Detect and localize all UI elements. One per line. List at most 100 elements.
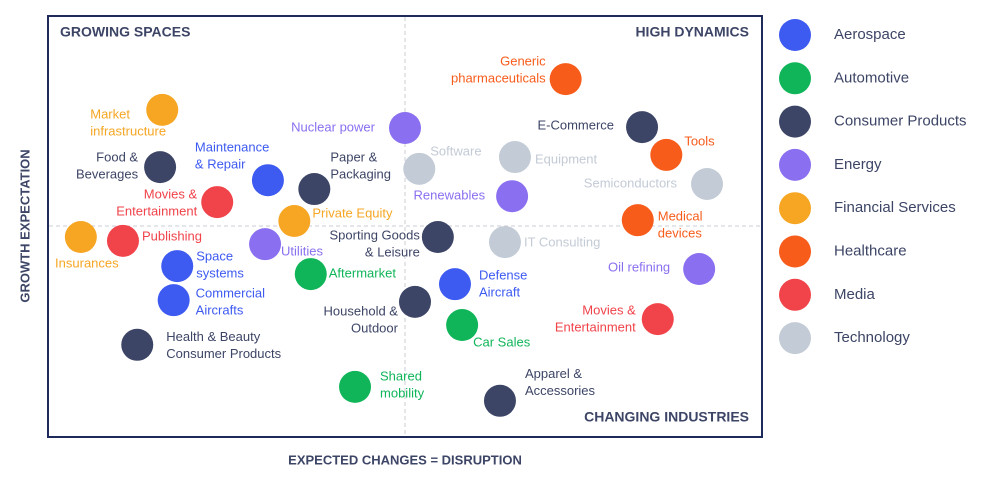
data-point: [121, 328, 154, 361]
quadrant-label: HIGH DYNAMICS: [635, 24, 749, 40]
point-label: Private Equity: [312, 205, 393, 220]
point-label: Movies &: [582, 303, 636, 318]
data-point: [106, 224, 139, 257]
point-label: Equipment: [535, 151, 598, 166]
legend-label: Media: [834, 286, 876, 303]
data-point: [157, 284, 190, 317]
point-label: Publishing: [142, 228, 202, 243]
data-point: [389, 111, 421, 144]
point-label: Outdoor: [351, 320, 399, 335]
legend-label: Automotive: [834, 69, 909, 86]
point-label: Utilities: [281, 244, 323, 259]
legend-label: Aerospace: [834, 26, 906, 43]
legend-swatch: [779, 148, 811, 181]
point-label: Apparel &: [525, 366, 582, 381]
point-label: Semiconductors: [584, 175, 678, 190]
legend-swatch: [779, 19, 811, 51]
legend-label: Healthcare: [834, 242, 907, 259]
data-point: [498, 141, 531, 174]
data-point: [64, 221, 97, 254]
quadrant-label: GROWING SPACES: [60, 24, 190, 40]
data-point: [549, 63, 582, 96]
data-point: [339, 370, 372, 403]
legend-label: Financial Services: [834, 199, 956, 216]
legend-swatch: [779, 192, 811, 225]
point-label: Consumer Products: [166, 346, 281, 361]
point-label: Space: [196, 249, 233, 264]
data-point: [161, 250, 194, 283]
point-label: Entertainment: [116, 204, 197, 219]
point-label: Car Sales: [473, 334, 531, 349]
point-label: Market: [90, 106, 130, 121]
quadrant-label: CHANGING INDUSTRIES: [584, 409, 749, 425]
point-label: Paper &: [330, 149, 377, 164]
data-point: [691, 167, 724, 200]
point-label: Beverages: [76, 167, 139, 182]
point-label: infrastructure: [90, 123, 166, 138]
point-label: Aircrafts: [196, 303, 244, 318]
data-point: [249, 228, 282, 261]
point-label: Movies &: [144, 187, 198, 202]
y-axis-title: GROWTH EXPECTATION: [17, 149, 32, 302]
point-label: Sporting Goods: [330, 227, 421, 242]
data-point: [683, 253, 716, 286]
legend-swatch: [779, 322, 811, 355]
point-label: Aircraft: [479, 285, 521, 300]
point-label: mobility: [380, 385, 425, 400]
data-point: [294, 258, 327, 291]
point-label: Software: [430, 143, 481, 158]
data-point: [298, 173, 331, 206]
data-point: [496, 180, 529, 213]
point-label: systems: [196, 266, 244, 281]
legend-label: Technology: [834, 329, 910, 346]
point-label: & Leisure: [365, 244, 420, 259]
point-label: Shared: [380, 368, 422, 383]
data-point: [446, 309, 479, 342]
legend-swatch: [779, 278, 811, 311]
point-label: Health & Beauty: [166, 329, 260, 344]
legend-label: Energy: [834, 156, 882, 173]
point-label: Aftermarket: [329, 266, 397, 281]
data-point: [650, 138, 683, 171]
legend-label: Consumer Products: [834, 113, 967, 130]
point-label: Medical: [658, 209, 703, 224]
point-label: Accessories: [525, 383, 596, 398]
point-label: & Repair: [195, 157, 246, 172]
data-point: [251, 164, 284, 197]
point-label: E-Commerce: [537, 118, 614, 133]
data-point: [403, 152, 436, 185]
point-label: Entertainment: [555, 320, 636, 335]
data-point: [488, 226, 521, 259]
point-label: Defense: [479, 268, 527, 283]
point-label: Nuclear power: [291, 119, 375, 134]
point-label: Renewables: [414, 188, 486, 203]
legend-swatch: [779, 235, 811, 268]
point-label: Tools: [684, 133, 715, 148]
point-label: IT Consulting: [524, 235, 600, 250]
point-label: pharmaceuticals: [451, 71, 546, 86]
point-label: Food &: [96, 150, 138, 165]
data-point: [421, 221, 454, 254]
point-label: Packaging: [330, 166, 391, 181]
x-axis-title: EXPECTED CHANGES = DISRUPTION: [288, 452, 522, 467]
data-point: [626, 111, 659, 144]
point-label: devices: [658, 226, 703, 241]
point-label: Generic: [500, 54, 546, 69]
plot-frame: [47, 15, 763, 438]
point-label: Commercial: [196, 286, 265, 301]
data-point: [438, 268, 471, 301]
data-point: [201, 186, 234, 219]
point-label: Insurances: [55, 255, 119, 270]
legend-swatch: [779, 62, 811, 95]
data-point: [398, 285, 431, 318]
data-point: [146, 93, 179, 126]
data-point: [641, 303, 674, 336]
data-point: [621, 204, 654, 237]
point-label: Maintenance: [195, 140, 269, 155]
data-point: [278, 205, 311, 238]
data-point: [144, 151, 177, 184]
data-point: [483, 384, 516, 417]
point-label: Household &: [324, 303, 399, 318]
point-label: Oil refining: [608, 259, 670, 274]
